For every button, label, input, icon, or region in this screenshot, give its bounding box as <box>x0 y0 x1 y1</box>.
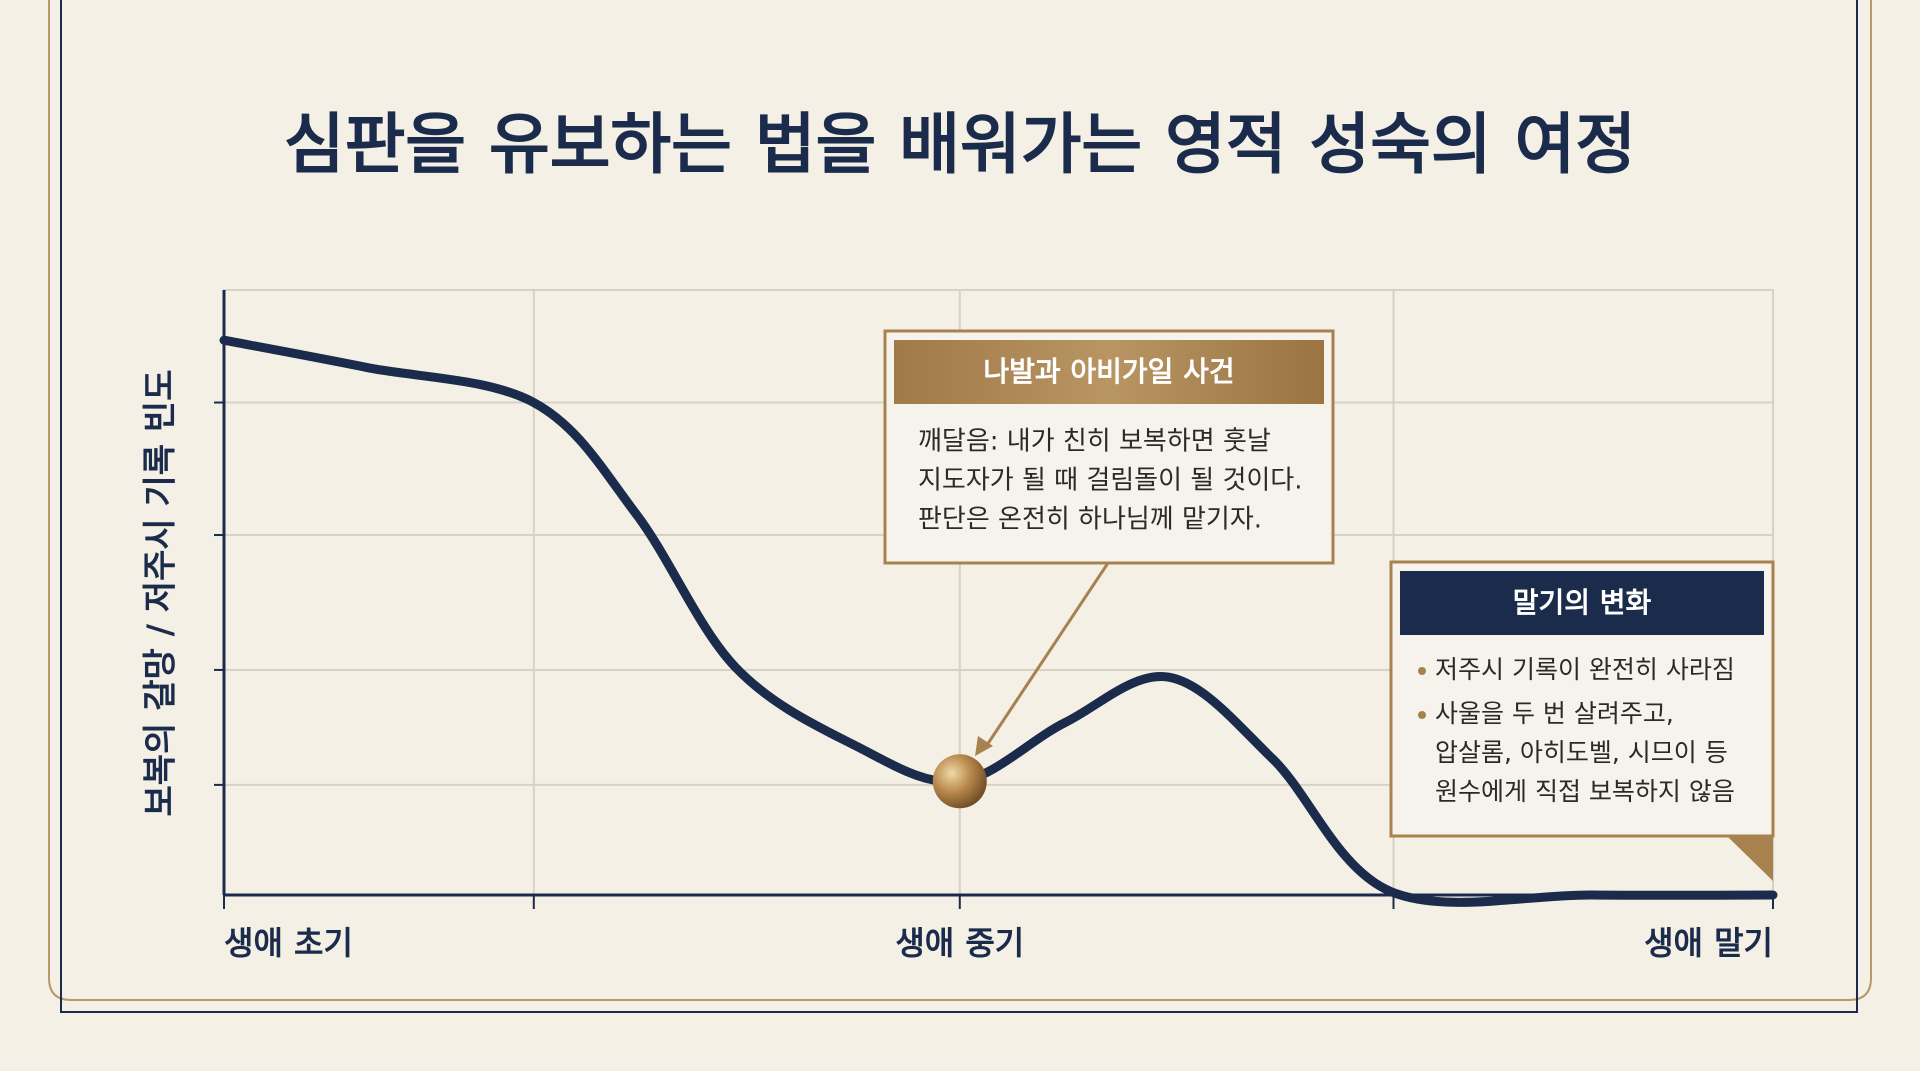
callout-title: 말기의 변화 <box>1513 586 1652 619</box>
callout-arrow <box>983 562 1110 749</box>
x-tick-label: 생애 중기 <box>895 924 1024 962</box>
callout-text: 판단은 온전히 하나님께 맡기자. <box>918 505 1262 535</box>
frame-outer <box>48 0 1872 1001</box>
bullet <box>1418 711 1426 719</box>
callout-arrowhead <box>975 736 993 756</box>
highlight-point <box>932 754 987 809</box>
corner-ornament <box>1727 836 1773 881</box>
callout-text: 원수에게 직접 보복하지 않음 <box>1435 777 1735 806</box>
callout-header <box>1400 571 1764 635</box>
callout-title: 나발과 아비가일 사건 <box>983 355 1234 388</box>
callout-header <box>894 340 1324 404</box>
callout-text: 깨달음: 내가 친히 보복하면 훗날 <box>918 427 1271 457</box>
frame-inner <box>60 0 1858 1013</box>
chart-title: 심판을 유보하는 법을 배워가는 영적 성숙의 여정 <box>284 106 1636 183</box>
callout-text: 지도자가 될 때 걸림돌이 될 것이다. <box>918 466 1302 496</box>
x-tick-label: 생애 말기 <box>1644 924 1773 962</box>
y-axis-label: 보복의 갈망 / 저주시 기록 빈도 <box>141 370 181 817</box>
bullet <box>1418 667 1426 675</box>
callout-text: 사울을 두 번 살려주고, <box>1435 699 1674 728</box>
callout-text: 저주시 기록이 완전히 사라짐 <box>1435 655 1735 684</box>
x-tick-label: 생애 초기 <box>224 924 353 962</box>
callout-text: 압살롬, 아히도벨, 시므이 등 <box>1435 738 1728 767</box>
